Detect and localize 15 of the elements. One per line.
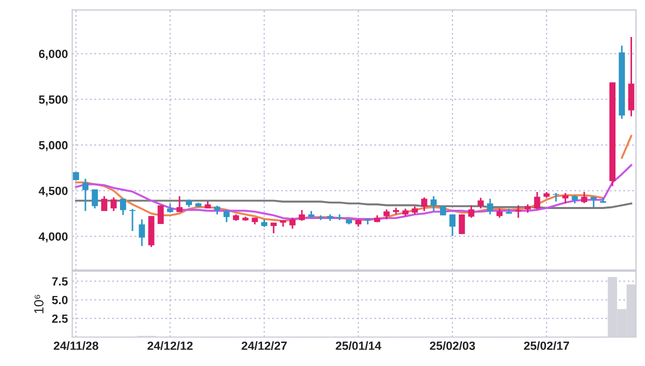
y-tick-label: 4,000 (38, 232, 68, 242)
y-tick-label: 4,500 (38, 186, 68, 197)
x-tick-label: 24/12/12 (148, 341, 193, 350)
y-tick-label: 2.5 (52, 314, 68, 323)
x-tick-label: 24/12/27 (242, 341, 287, 350)
x-tick-label: 25/01/14 (336, 341, 382, 350)
x-tick-label: 25/02/03 (430, 341, 476, 350)
x-tick-label: 25/02/17 (524, 341, 570, 350)
y-tick-label: 5,500 (38, 95, 68, 106)
y-tick-label: 6,000 (38, 50, 68, 60)
x-tick-label: 24/11/28 (54, 341, 98, 350)
y-tick-label: 7.5 (52, 277, 68, 286)
y-axis-title: 10⁶ (34, 294, 44, 314)
y-tick-label: 5,000 (38, 141, 68, 152)
y-tick-label: 5.0 (52, 296, 68, 304)
